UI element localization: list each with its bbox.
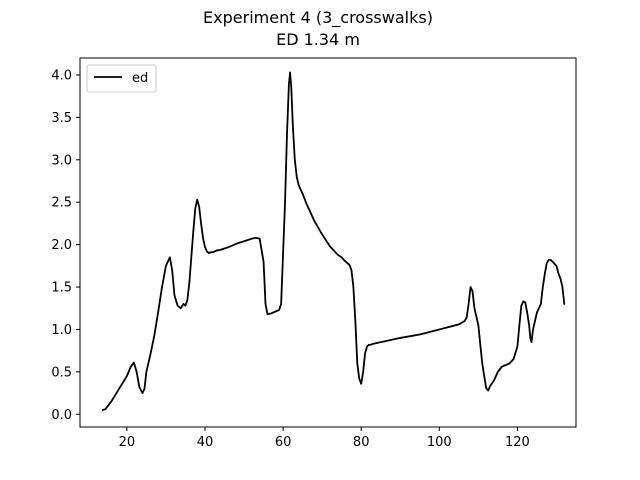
legend-label-ed: ed: [132, 71, 148, 86]
y-tick-label: 2.0: [51, 238, 72, 253]
legend-box: [86, 64, 157, 93]
x-tick-label: 80: [353, 435, 370, 450]
y-tick-label: 3.5: [51, 111, 72, 126]
y-tick-label: 4.0: [51, 68, 72, 83]
chart-title: Experiment 4 (3_crosswalks): [203, 8, 433, 28]
chart-subtitle: ED 1.34 m: [276, 30, 360, 49]
y-tick-label: 0.0: [51, 408, 72, 423]
legend: ed: [86, 64, 157, 93]
y-tick-label: 0.5: [51, 365, 72, 380]
y-axis: 0.0 0.5 1.0 1.5 2.0 2.5 3.0 3.5 4.0: [51, 68, 80, 423]
y-tick-label: 2.5: [51, 196, 72, 211]
series-line-ed: [101, 71, 566, 411]
x-axis: 20 40 60 80 100 120: [119, 427, 530, 450]
x-tick-label: 120: [505, 435, 530, 450]
y-tick-label: 3.0: [51, 153, 72, 168]
y-tick-label: 1.5: [51, 281, 72, 296]
series-layer: [101, 71, 566, 411]
y-tick-label: 1.0: [51, 323, 72, 338]
x-tick-label: 40: [197, 435, 214, 450]
x-tick-label: 100: [427, 435, 452, 450]
x-tick-label: 60: [275, 435, 292, 450]
x-tick-label: 20: [119, 435, 136, 450]
plot-frame: [79, 57, 577, 428]
plot-area: [79, 57, 577, 428]
